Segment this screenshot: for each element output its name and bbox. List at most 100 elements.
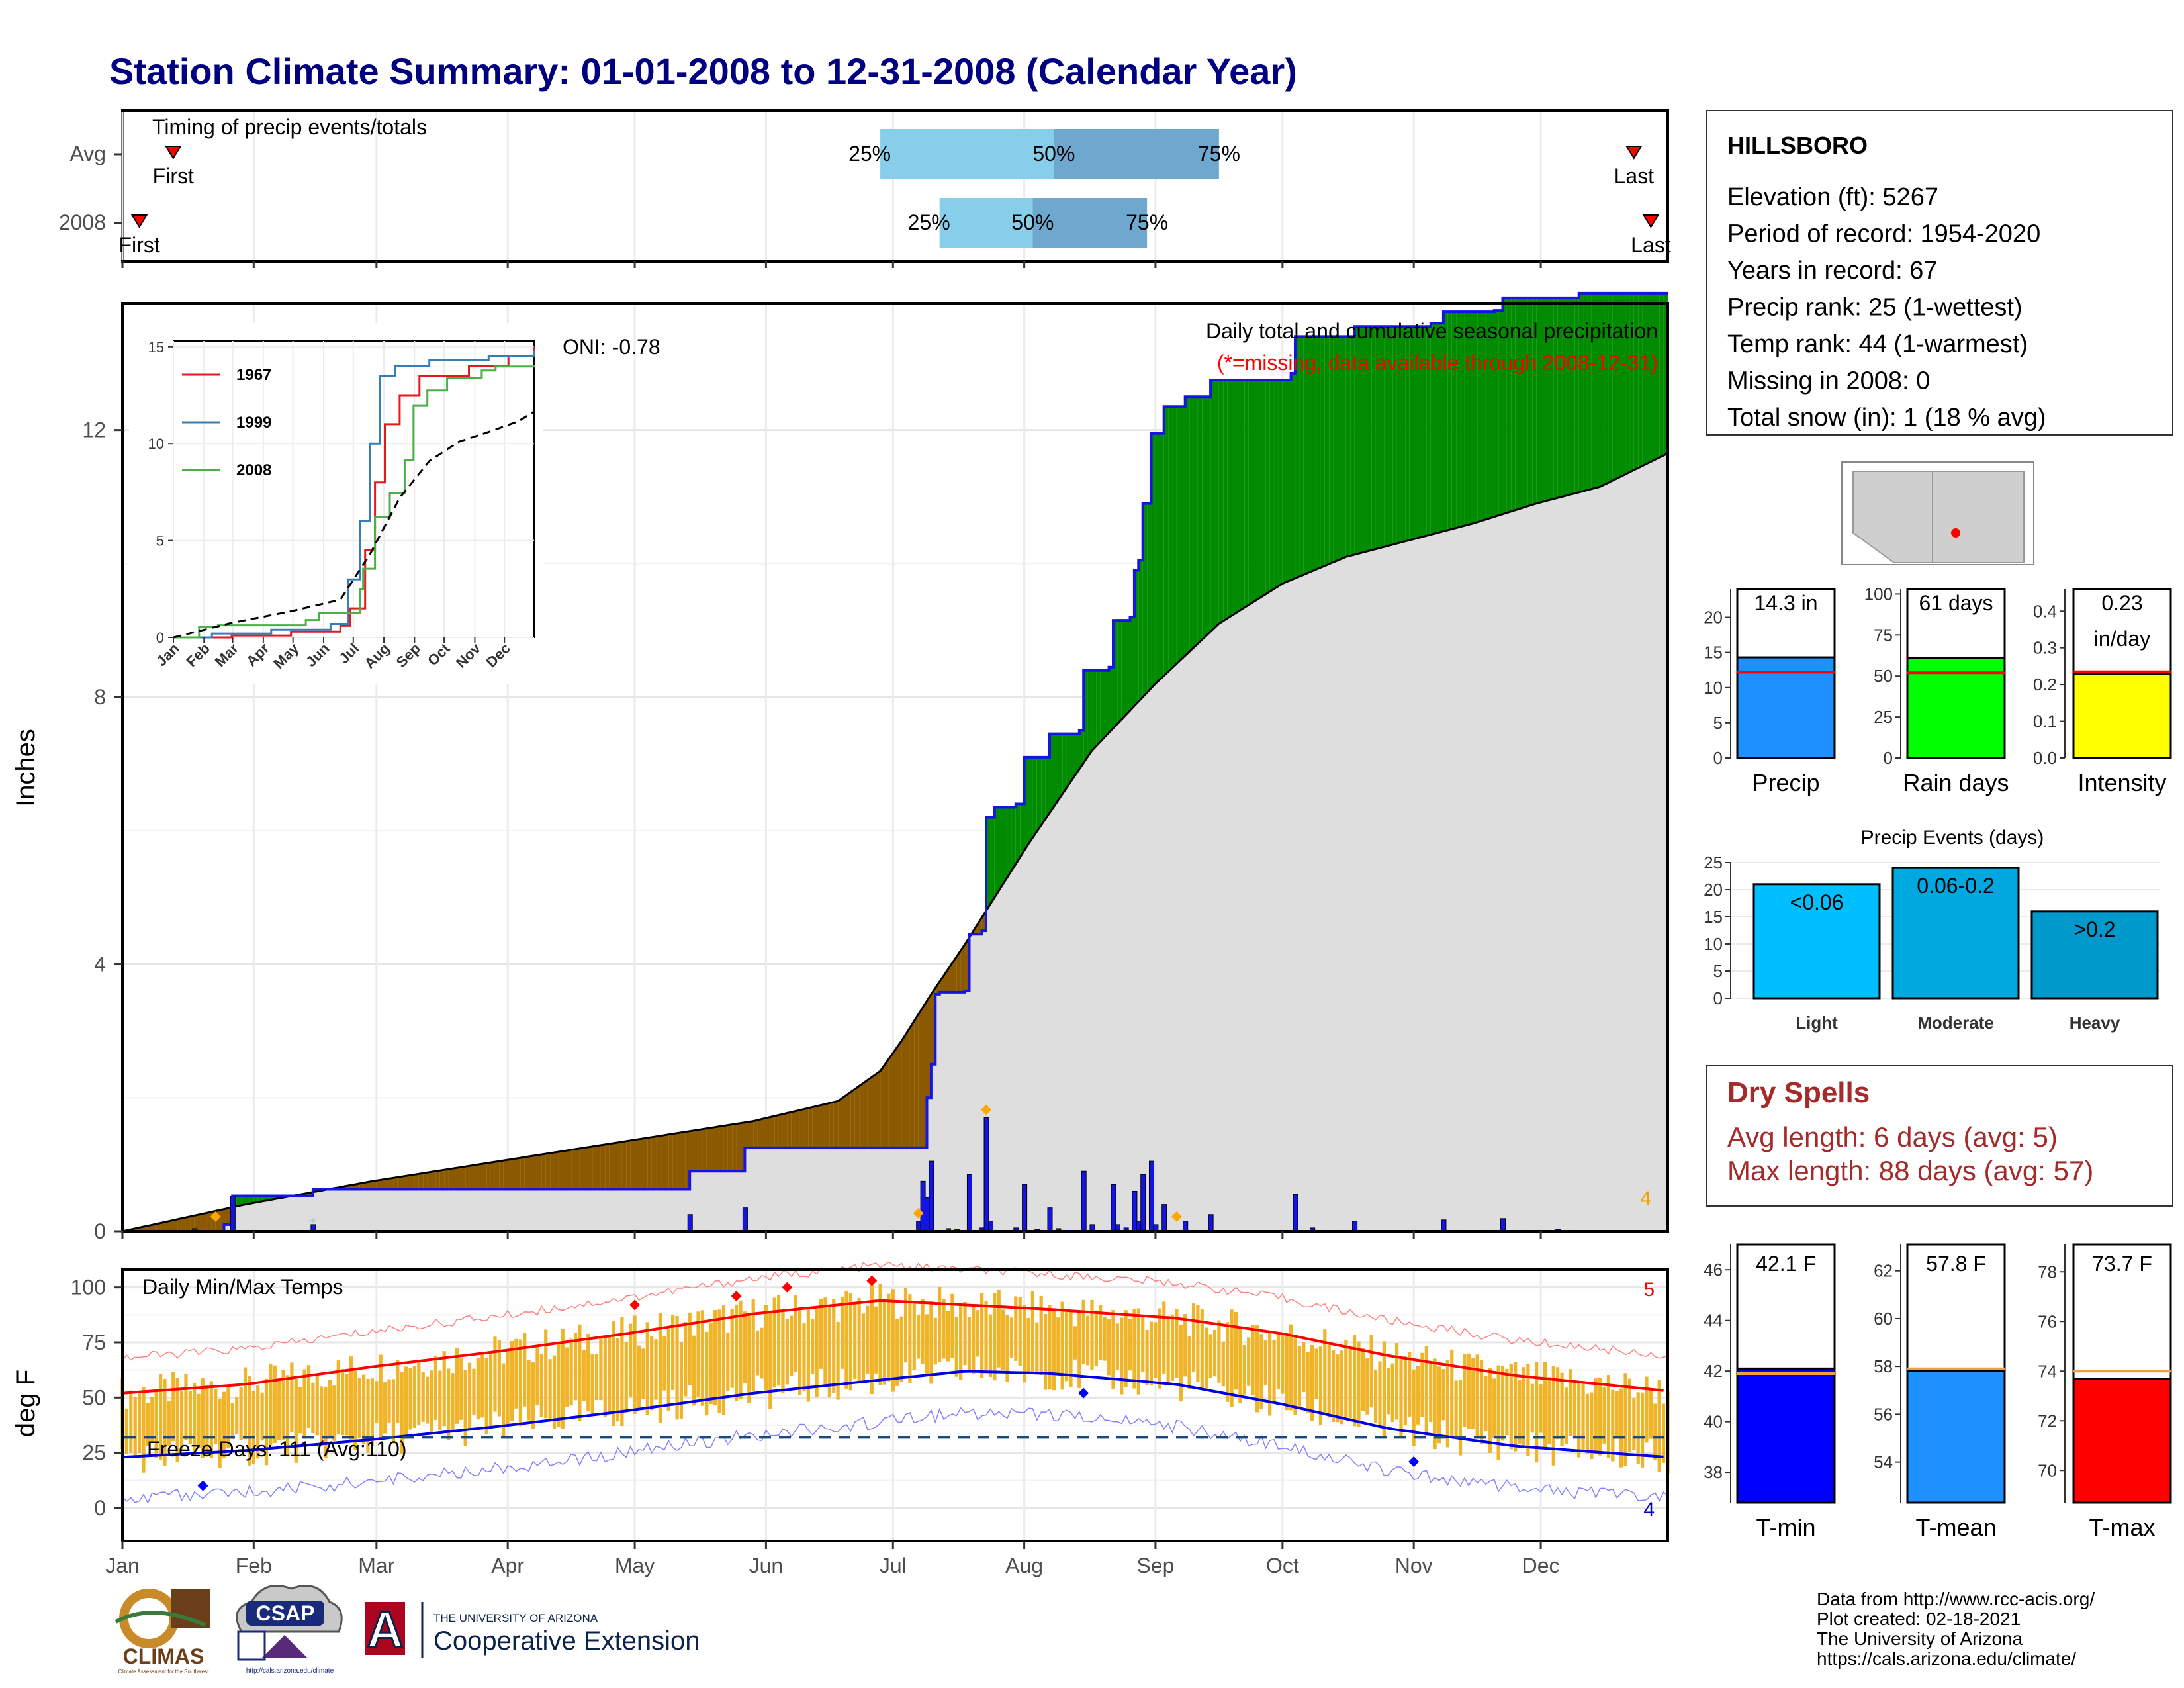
- precip-deficit-area: [164, 1221, 169, 1231]
- precip-surplus-area: [1451, 312, 1457, 530]
- daily-temp-bar: [315, 1374, 319, 1436]
- daily-temp-bar: [980, 1293, 984, 1378]
- summary-0-ytick-label: 20: [1704, 608, 1723, 628]
- precip-surplus-area: [1058, 733, 1063, 801]
- daily-temp-bar: [129, 1390, 133, 1453]
- precip-surplus-area: [1308, 336, 1312, 573]
- daily-temp-bar: [476, 1358, 480, 1420]
- daily-temp-bar: [222, 1391, 226, 1458]
- precip-deficit-area: [672, 1133, 678, 1190]
- daily-precip-bar: [742, 1207, 748, 1232]
- daily-temp-bar: [1276, 1333, 1281, 1390]
- summary-2-ytick-label: 0.0: [2033, 748, 2057, 768]
- daily-temp-bar: [1293, 1338, 1297, 1415]
- precip-surplus-area: [1214, 379, 1219, 628]
- avg-min-temp-line: [122, 1370, 1664, 1459]
- daily-temp-bar: [484, 1358, 488, 1435]
- precip-surplus-area: [1596, 293, 1600, 489]
- precip-surplus-area: [1036, 757, 1042, 832]
- timing-p50-label: 50%: [1011, 211, 1054, 234]
- precip-surplus-area: [1625, 293, 1630, 475]
- extreme-event-marker: [210, 1211, 221, 1222]
- precip-surplus-area: [1160, 433, 1164, 680]
- precip-deficit-area: [956, 950, 961, 992]
- daily-temp-bar: [1306, 1352, 1310, 1413]
- daily-temp-bar: [1124, 1310, 1128, 1387]
- events-bar: [1752, 883, 1881, 1000]
- daily-temp-bar: [972, 1304, 976, 1374]
- daily-temp-bar: [823, 1297, 827, 1387]
- daily-temp-bar: [1454, 1380, 1458, 1437]
- daily-temp-bar: [853, 1303, 857, 1379]
- precip-deficit-area: [723, 1125, 728, 1172]
- precip-deficit-area: [651, 1136, 657, 1190]
- events-bar-label: 0.06-0.2: [1917, 874, 1994, 898]
- daily-precip-bar: [929, 1160, 934, 1232]
- month-label: Nov: [1395, 1554, 1433, 1577]
- daily-temp-bar: [1408, 1351, 1412, 1417]
- daily-temp-bar: [345, 1374, 349, 1436]
- daily-temp-bar: [400, 1372, 404, 1454]
- daily-temp-bar: [1615, 1391, 1619, 1439]
- daily-temp-bar: [1183, 1314, 1187, 1377]
- daily-temp-bar: [586, 1334, 590, 1411]
- precip-deficit-area: [706, 1127, 711, 1172]
- precip-surplus-area: [1515, 297, 1520, 510]
- precip-deficit-area: [490, 1162, 495, 1190]
- daily-temp-bar: [209, 1381, 213, 1458]
- precip-deficit-area: [825, 1103, 830, 1148]
- temp-ytick-label: 25: [82, 1441, 106, 1465]
- precip-deficit-area: [782, 1113, 788, 1148]
- daily-temp-bar: [328, 1380, 332, 1436]
- month-label: Sep: [1136, 1554, 1174, 1577]
- precip-surplus-area: [1638, 293, 1643, 469]
- daily-temp-bar: [573, 1333, 578, 1401]
- precip-surplus-area: [1502, 297, 1507, 514]
- daily-temp-bar: [387, 1379, 391, 1423]
- timing-p25-label: 25%: [848, 142, 891, 165]
- daily-temp-bar: [142, 1387, 146, 1473]
- daily-temp-bar: [1255, 1325, 1259, 1413]
- precip-surplus-area: [1168, 406, 1173, 672]
- precip-deficit-area: [571, 1149, 576, 1190]
- temp-summary-0-ytick-label: 38: [1704, 1462, 1723, 1482]
- precip-deficit-area: [376, 1180, 381, 1190]
- precip-deficit-area: [435, 1170, 440, 1190]
- summary-2-label: Intensity: [2077, 769, 2166, 796]
- daily-temp-bar: [662, 1335, 666, 1391]
- temp-summary-2-ytick-label: 76: [2038, 1311, 2057, 1331]
- daily-temp-bar: [1458, 1380, 1463, 1456]
- daily-temp-bar: [1657, 1380, 1661, 1472]
- precip-deficit-area: [224, 1208, 228, 1225]
- month-label: May: [615, 1554, 655, 1577]
- precip-surplus-area: [1426, 326, 1431, 536]
- temp-y-label: deg F: [11, 1370, 40, 1437]
- precip-surplus-area: [1439, 323, 1443, 533]
- precip-deficit-area: [520, 1157, 525, 1190]
- events-bar: [1891, 867, 2020, 1000]
- precip-surplus-area: [1553, 297, 1558, 499]
- precip-surplus-area: [994, 807, 999, 898]
- daily-temp-bar: [1441, 1369, 1445, 1421]
- summary-2-bar: [2072, 673, 2172, 759]
- daily-temp-bar: [1505, 1368, 1509, 1436]
- daily-temp-bar: [925, 1314, 929, 1375]
- precip-surplus-area: [1566, 297, 1570, 496]
- temp-title: Daily Min/Max Temps: [142, 1275, 343, 1299]
- precip-surplus-area: [1494, 310, 1499, 517]
- precip-surplus-area: [1430, 323, 1435, 535]
- climas-subtext: Climate Assessment for the Southwest: [118, 1669, 210, 1675]
- daily-temp-bar: [1488, 1368, 1492, 1453]
- precip-surplus-area: [1172, 406, 1177, 668]
- precip-surplus-area: [1282, 379, 1287, 584]
- daily-temp-bar: [1035, 1322, 1039, 1372]
- temp-count-bottom: 4: [1643, 1499, 1655, 1521]
- daily-temp-bar: [671, 1315, 675, 1390]
- daily-temp-bar: [1492, 1378, 1496, 1438]
- precip-surplus-area: [1105, 670, 1109, 737]
- daily-temp-bar: [1606, 1375, 1611, 1458]
- daily-temp-bar: [917, 1315, 921, 1359]
- daily-temp-bar: [1394, 1343, 1399, 1420]
- precip-surplus-area: [1621, 293, 1626, 477]
